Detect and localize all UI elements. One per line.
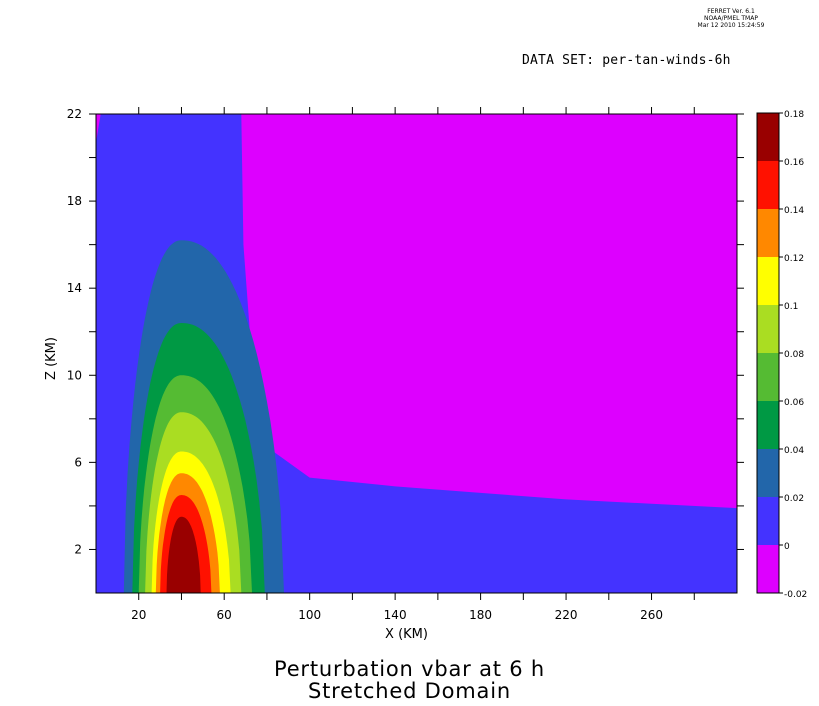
contour-region-negative-corner <box>96 114 101 143</box>
colorbar-swatch <box>757 305 779 353</box>
y-tick-label: 14 <box>67 281 82 295</box>
colorbar-tick-label: -0.02 <box>784 590 807 600</box>
colorbar-swatch <box>757 545 779 593</box>
colorbar-tick-label: 0.12 <box>784 254 804 264</box>
x-tick-label: 220 <box>555 608 578 622</box>
colorbar-tick-label: 0.02 <box>784 494 804 504</box>
y-tick-label: 18 <box>67 194 82 208</box>
colorbar-tick-label: 0.06 <box>784 398 804 408</box>
chart-subtitle: Stretched Domain <box>308 679 511 703</box>
plot-area <box>96 114 737 594</box>
colorbar-tick-label: 0.14 <box>784 206 804 216</box>
colorbar: -0.02 0 0.02 0.04 0.06 0.08 0.1 0.12 0.14 0.16 0.1… <box>756 110 807 600</box>
colorbar-tick-label: 0.1 <box>784 302 798 312</box>
colorbar-tick-label: 0.08 <box>784 350 804 360</box>
colorbar-tick-label: 0.16 <box>784 158 804 168</box>
x-tick-label: 20 <box>131 608 146 622</box>
colorbar-swatch <box>757 449 779 497</box>
plot-frame <box>95 113 738 594</box>
colorbar-tick-label: 0.18 <box>784 110 804 120</box>
chart-title: Perturbation vbar at 6 h <box>273 657 545 681</box>
colorbar-swatch <box>757 257 779 305</box>
program-org: NOAA/PMEL TMAP <box>704 15 758 22</box>
y-tick-label: 6 <box>74 455 82 469</box>
contour-region-0.16 <box>166 516 201 593</box>
x-tick-label: 60 <box>217 608 232 622</box>
colorbar-tick-label: 0 <box>784 542 790 552</box>
dataset-label: DATA SET: per-tan-winds-6h <box>522 53 731 68</box>
y-tick-label: 22 <box>67 107 82 121</box>
x-tick-label: 180 <box>469 608 492 622</box>
y-axis-label: Z (KM) <box>44 337 59 380</box>
y-tick-label: 2 <box>74 542 82 556</box>
x-axis-label: X (KM) <box>385 627 428 642</box>
colorbar-swatch <box>757 113 779 161</box>
colorbar-swatch <box>757 161 779 209</box>
y-tick-label: 10 <box>67 368 82 382</box>
colorbar-swatch <box>757 353 779 401</box>
colorbar-tick-label: 0.04 <box>784 446 804 456</box>
x-tick-label: 140 <box>384 608 407 622</box>
x-tick-label: 260 <box>640 608 663 622</box>
program-name: FERRET Ver. 6.1 <box>707 8 755 15</box>
x-tick-label: 100 <box>298 608 321 622</box>
colorbar-swatch <box>757 209 779 257</box>
contour-region-negative <box>241 114 737 509</box>
colorbar-swatch <box>757 497 779 545</box>
program-timestamp: Mar 12 2010 15:24:59 <box>697 22 765 29</box>
colorbar-swatch <box>757 401 779 449</box>
ferret-version-stamp: FERRET Ver. 6.1 NOAA/PMEL TMAP Mar 12 20… <box>676 8 786 29</box>
axes: 20 60 100 140 180 220 260 2 6 10 14 18 22 X (KM) Z (KM… <box>44 107 744 642</box>
